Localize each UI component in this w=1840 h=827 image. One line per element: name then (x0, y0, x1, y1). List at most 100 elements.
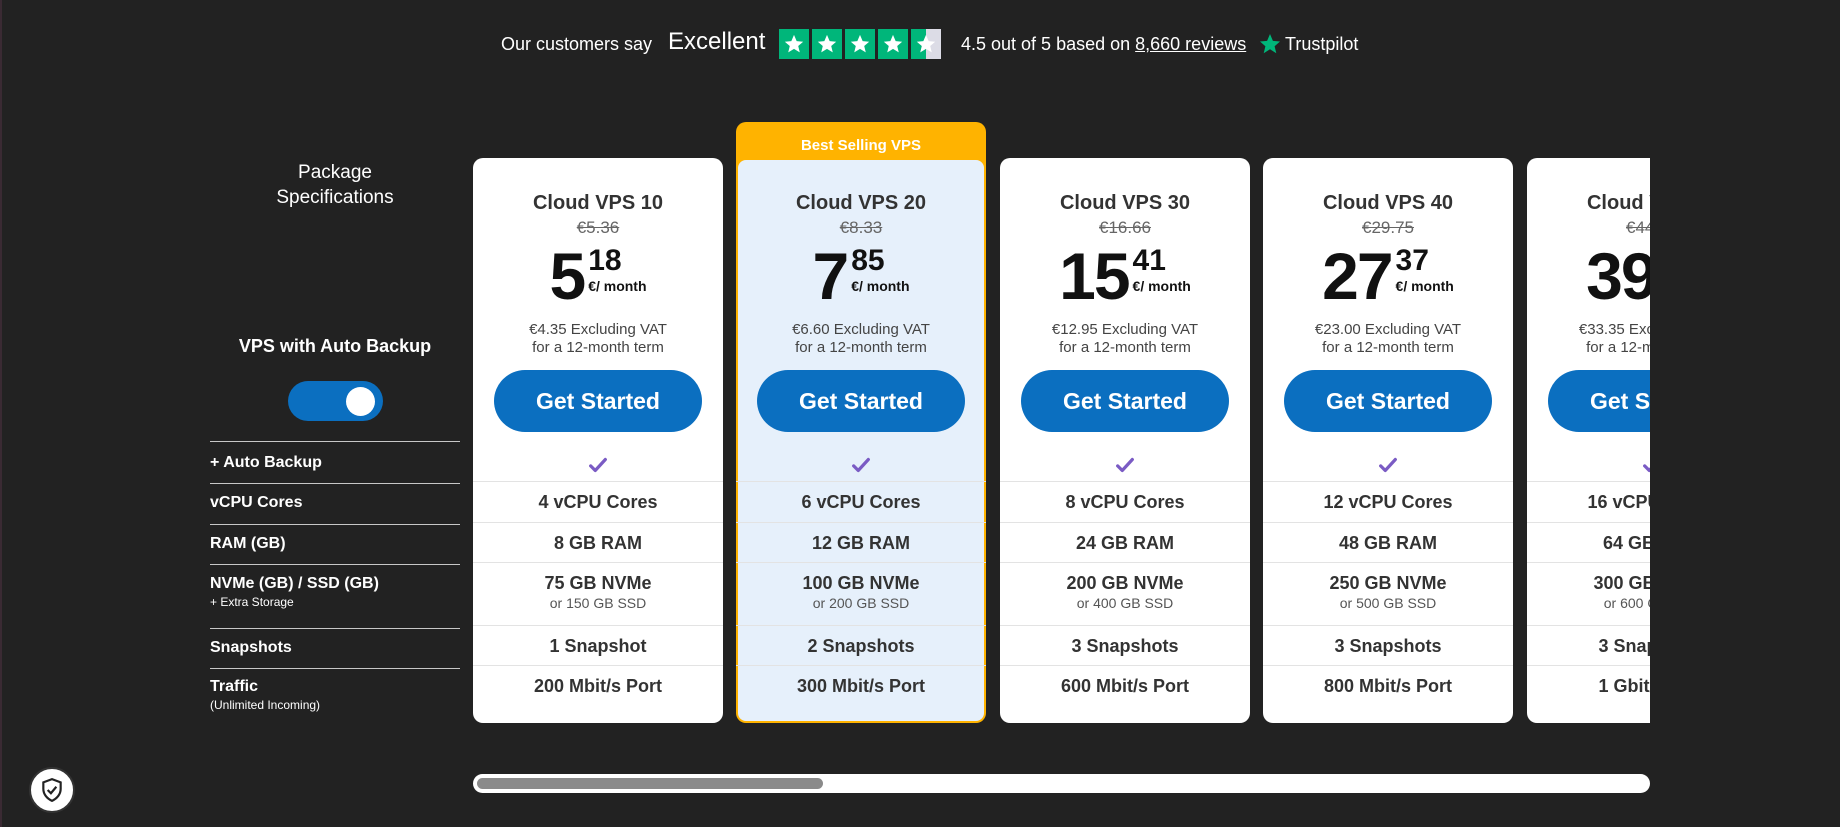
check-icon (736, 454, 986, 478)
row-traffic: 800 Mbit/s Port (1263, 665, 1513, 705)
price-cents: 85 (851, 244, 885, 277)
price-cents: 18 (588, 244, 622, 277)
plan-price: 15 41 €/ month (1000, 243, 1250, 309)
spec-sublabel: + Extra Storage (210, 595, 294, 609)
ssd-value: or 600 GB SSD (1603, 595, 1650, 611)
cores-value: 4 vCPU Cores (538, 492, 658, 512)
plan-name: Cloud VPS 50 (1586, 192, 1650, 214)
nvme-value: 300 GB NVMe (1593, 573, 1650, 593)
get-started-button[interactable]: Get Started (494, 370, 702, 432)
rating-summary: 4.5 out of 5 based on 8,660 reviews (961, 34, 1246, 55)
plan-name: Cloud VPS 20 (795, 192, 927, 214)
get-started-button[interactable]: Get Started (757, 370, 965, 432)
row-ram: 12 GB RAM (736, 522, 986, 562)
term-line: for a 12-month term (1059, 339, 1191, 356)
rating-stars (779, 29, 941, 59)
plan-card: Best Selling VPS Cloud VPS 20 €8.33 7 85 €/ m… (736, 122, 986, 723)
spec-labels: + Auto Backup vCPU Cores RAM (GB) NVMe (… (210, 441, 460, 718)
half-star-icon (911, 29, 941, 59)
plan-old-price: €5.36 (576, 218, 620, 237)
row-traffic: 200 Mbit/s Port (473, 665, 723, 705)
ssd-value: or 400 GB SSD (1076, 595, 1174, 611)
spec-label: + Auto Backup (210, 454, 322, 471)
scrollbar-thumb[interactable] (477, 778, 823, 789)
row-storage: 200 GB NVMe or 400 GB SSD (1000, 562, 1250, 625)
cores-value: 6 vCPU Cores (801, 492, 921, 512)
nvme-value: 250 GB NVMe (1329, 573, 1447, 593)
plan-old-price: €44.03 (1626, 218, 1650, 237)
star-icon (878, 29, 908, 59)
ssd-value: or 150 GB SSD (549, 595, 647, 611)
auto-backup-title: VPS with Auto Backup (238, 336, 432, 356)
price-integer: 7 (812, 239, 849, 313)
row-ram: 24 GB RAM (1000, 522, 1250, 562)
vat-line: €6.60 Excluding VAT (792, 321, 930, 338)
reviews-link[interactable]: 8,660 reviews (1135, 34, 1247, 54)
ram-value: 12 GB RAM (811, 533, 910, 553)
star-icon (779, 29, 809, 59)
check-icon (1000, 454, 1250, 478)
check-icon (473, 454, 723, 478)
rating-prefix: 4.5 out of 5 based on (961, 34, 1136, 54)
plan-vat-note: €12.95 Excluding VAT for a 12-month term (1000, 321, 1250, 357)
auto-backup-toggle[interactable] (288, 381, 383, 421)
rating-word: Excellent (668, 28, 766, 55)
row-cores: 6 vCPU Cores (736, 481, 986, 522)
get-started-button[interactable]: Get Started (1021, 370, 1229, 432)
star-icon (812, 29, 842, 59)
row-storage: 250 GB NVMe or 500 GB SSD (1263, 562, 1513, 625)
vat-line: €4.35 Excluding VAT (529, 321, 667, 338)
traffic-value: 1 Gbit/s Port (1598, 676, 1650, 696)
shield-check-icon (42, 778, 62, 803)
carousel-scrollbar[interactable] (473, 774, 1650, 793)
spec-row-traffic: Traffic (Unlimited Incoming) (210, 668, 460, 718)
traffic-value: 800 Mbit/s Port (1323, 676, 1453, 696)
spec-label: vCPU Cores (210, 494, 303, 511)
row-storage: 300 GB NVMe or 600 GB SSD (1527, 562, 1650, 625)
snapshots-value: 1 Snapshot (549, 636, 647, 656)
trustpilot-widget[interactable]: Our customers say Excellent 4.5 out of 5… (0, 26, 1840, 60)
plan-old-price: €16.66 (1099, 218, 1151, 237)
check-icon (1263, 454, 1513, 478)
row-ram: 48 GB RAM (1263, 522, 1513, 562)
price-cents: 41 (1132, 244, 1166, 277)
snapshots-value: 3 Snapshots (1598, 636, 1650, 656)
row-traffic: 1 Gbit/s Port (1527, 665, 1650, 705)
plan-price: 3999€/ month (1527, 239, 1650, 313)
get-started-button[interactable]: Get Started (1284, 370, 1492, 432)
trustpilot-logo[interactable]: Trustpilot (1258, 32, 1358, 56)
plan-price: 7 85 €/ month (736, 239, 986, 313)
get-started-button[interactable]: Get Started (1548, 370, 1650, 432)
plan-old-price: €29.75 (1362, 218, 1414, 237)
plan-card: Cloud VPS 50 €44.03 3999€/ month €33.35 Exc… (1527, 158, 1650, 723)
plans-carousel[interactable]: Cloud VPS 10 €5.36 5 18 €/ month €4.35 Exclud… (473, 118, 1650, 738)
package-specifications-label: Package Specifications (276, 162, 394, 208)
row-snapshots: 3 Snapshots (1527, 625, 1650, 665)
price-integer: 27 (1322, 239, 1393, 313)
snapshots-value: 3 Snapshots (1071, 636, 1179, 656)
cores-value: 16 vCPU Cores (1587, 492, 1650, 512)
trustpilot-star-icon (1260, 34, 1280, 54)
page-edge (0, 0, 2, 827)
toggle-knob (346, 387, 375, 416)
row-storage: 75 GB NVMe or 150 GB SSD (473, 562, 723, 625)
snapshots-value: 2 Snapshots (807, 636, 915, 656)
cores-value: 8 vCPU Cores (1065, 492, 1185, 512)
spec-row-vcpu: vCPU Cores (210, 483, 460, 524)
privacy-settings-button[interactable] (29, 767, 75, 813)
plan-name: Cloud VPS 30 (1059, 192, 1191, 214)
trustpilot-brand: Trustpilot (1285, 33, 1359, 54)
plan-old-price: €8.33 (839, 218, 883, 237)
vat-line: €23.00 Excluding VAT (1314, 321, 1462, 338)
best-selling-badge: Best Selling VPS (800, 137, 922, 154)
price-integer: 39 (1586, 239, 1650, 313)
row-snapshots: 3 Snapshots (1000, 625, 1250, 665)
term-line: for a 12-month term (532, 339, 664, 356)
row-ram: 64 GB RAM (1527, 522, 1650, 562)
plan-name: Cloud VPS 10 (532, 192, 664, 214)
nvme-value: 200 GB NVMe (1066, 573, 1184, 593)
nvme-value: 100 GB NVMe (802, 573, 920, 593)
row-cores: 12 vCPU Cores (1263, 481, 1513, 522)
star-icon (845, 29, 875, 59)
